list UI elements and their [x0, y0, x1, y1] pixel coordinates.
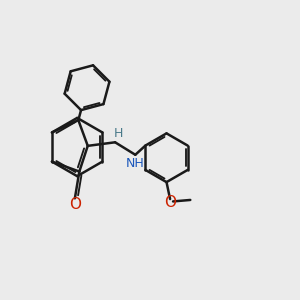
Text: NH: NH	[125, 157, 144, 170]
Text: H: H	[114, 128, 123, 140]
Text: O: O	[69, 197, 81, 212]
Text: O: O	[164, 194, 176, 209]
